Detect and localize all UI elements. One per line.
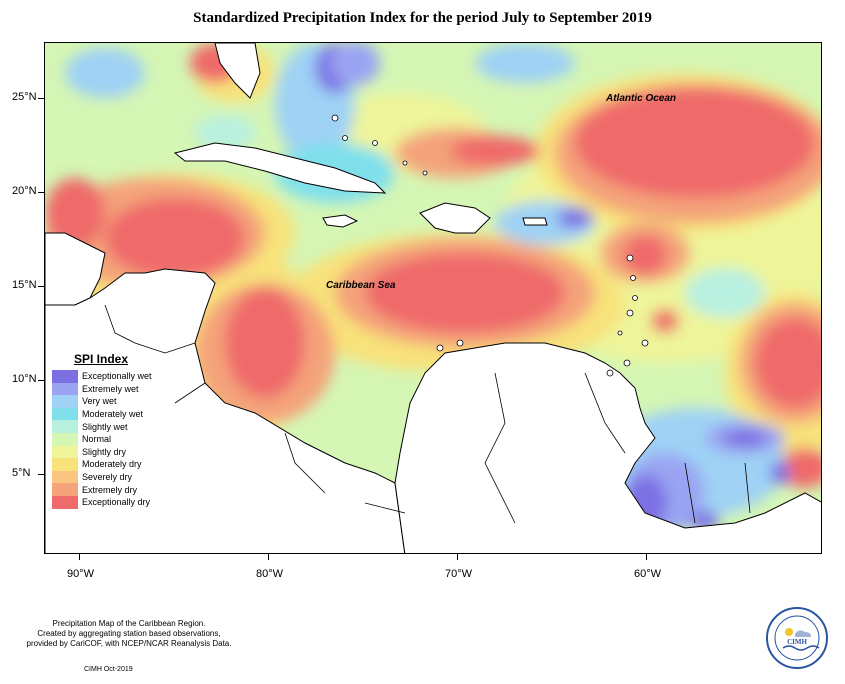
legend-label: Extremely dry: [82, 484, 138, 495]
legend-item: Extremely dry: [52, 483, 164, 496]
legend-title: SPI Index: [74, 352, 129, 366]
credits: Precipitation Map of the Caribbean Regio…: [18, 619, 240, 649]
land-jamaica: [322, 214, 359, 228]
lon-tick-70w: 70°W: [445, 568, 473, 580]
legend-swatch: [52, 470, 78, 484]
legend-swatch: [52, 445, 78, 459]
legend-swatch: [52, 495, 78, 509]
legend-label: Extremely wet: [82, 383, 139, 394]
lat-tickmark: [38, 474, 44, 475]
sun-icon: [785, 628, 793, 636]
legend-rows: Exceptionally wet Extremely wet Very wet Mo…: [52, 370, 164, 509]
wave-icon: [782, 645, 820, 651]
lat-tickmark: [38, 192, 44, 193]
lat-tickmark: [38, 286, 44, 287]
lat-tickmark: [38, 98, 44, 99]
legend-item: Normal: [52, 432, 164, 446]
credits-line-3: provided by CariCOF, with NCEP/NCAR Rean…: [26, 639, 232, 648]
credits-line-1: Precipitation Map of the Caribbean Regio…: [52, 619, 206, 628]
lon-tickmark: [268, 554, 269, 560]
land-puerto-rico: [522, 217, 548, 226]
legend-item: Moderately dry: [52, 458, 164, 471]
caribbean-sea-label: Caribbean Sea: [326, 280, 396, 291]
spi-map: [44, 42, 822, 554]
legend-label: Severely dry: [82, 472, 133, 483]
legend-swatch: [52, 483, 78, 496]
legend-label: Exceptionally wet: [82, 371, 152, 382]
credits-line-2: Created by aggregating station based obs…: [37, 629, 221, 638]
cloud-icon: [795, 630, 811, 637]
legend-label: Exceptionally dry: [82, 497, 151, 508]
legend-swatch: [52, 432, 78, 446]
cimh-date: CIMH Oct-2019: [84, 666, 133, 673]
spi-color-field: [45, 43, 821, 533]
country-borders: [104, 304, 751, 524]
cimh-logo: CIMH: [765, 606, 829, 670]
spi-legend: SPI Index Exceptionally wet Extremely wet…: [52, 352, 164, 509]
lat-tick-15n: 15°N: [12, 279, 37, 291]
lon-tick-90w: 90°W: [67, 568, 95, 580]
land-cuba: [173, 142, 387, 194]
legend-label: Moderately wet: [82, 409, 144, 420]
legend-swatch: [52, 370, 78, 383]
lon-tickmark: [457, 554, 458, 560]
lat-tick-10n: 10°N: [12, 373, 37, 385]
lon-tick-60w: 60°W: [634, 568, 662, 580]
land-south-america: [394, 342, 821, 553]
map-title: Standardized Precipitation Index for the…: [193, 10, 652, 26]
legend-label: Normal: [82, 434, 112, 445]
legend-swatch: [52, 407, 78, 421]
legend-swatch: [52, 458, 78, 471]
legend-swatch: [52, 420, 78, 433]
atlantic-ocean-label: Atlantic Ocean: [606, 93, 677, 104]
legend-item: Slightly wet: [52, 420, 164, 433]
legend-label: Very wet: [82, 396, 117, 407]
lon-tickmark: [79, 554, 80, 560]
legend-item: Slightly dry: [52, 445, 164, 459]
legend-item: Exceptionally wet: [52, 370, 164, 383]
lat-tick-5n: 5°N: [12, 467, 31, 479]
legend-label: Moderately dry: [82, 459, 142, 470]
spi-map-canvas: [45, 43, 821, 553]
legend-swatch: [52, 395, 78, 408]
land-masses: [45, 43, 821, 553]
land-hispaniola: [419, 202, 491, 234]
legend-item: Very wet: [52, 395, 164, 408]
legend-label: Slightly wet: [82, 421, 128, 432]
land-florida: [214, 43, 261, 99]
lon-tick-80w: 80°W: [256, 568, 284, 580]
small-islands: [331, 114, 649, 377]
lon-tickmark: [646, 554, 647, 560]
legend-label: Slightly dry: [82, 446, 127, 457]
legend-item: Severely dry: [52, 470, 164, 484]
legend-item: Extremely wet: [52, 382, 164, 396]
lat-tick-25n: 25°N: [12, 91, 37, 103]
legend-item: Exceptionally dry: [52, 495, 164, 509]
legend-item: Moderately wet: [52, 407, 164, 421]
lat-tickmark: [38, 380, 44, 381]
lat-tick-20n: 20°N: [12, 185, 37, 197]
legend-swatch: [52, 382, 78, 396]
svg-text:CIMH: CIMH: [787, 638, 807, 646]
